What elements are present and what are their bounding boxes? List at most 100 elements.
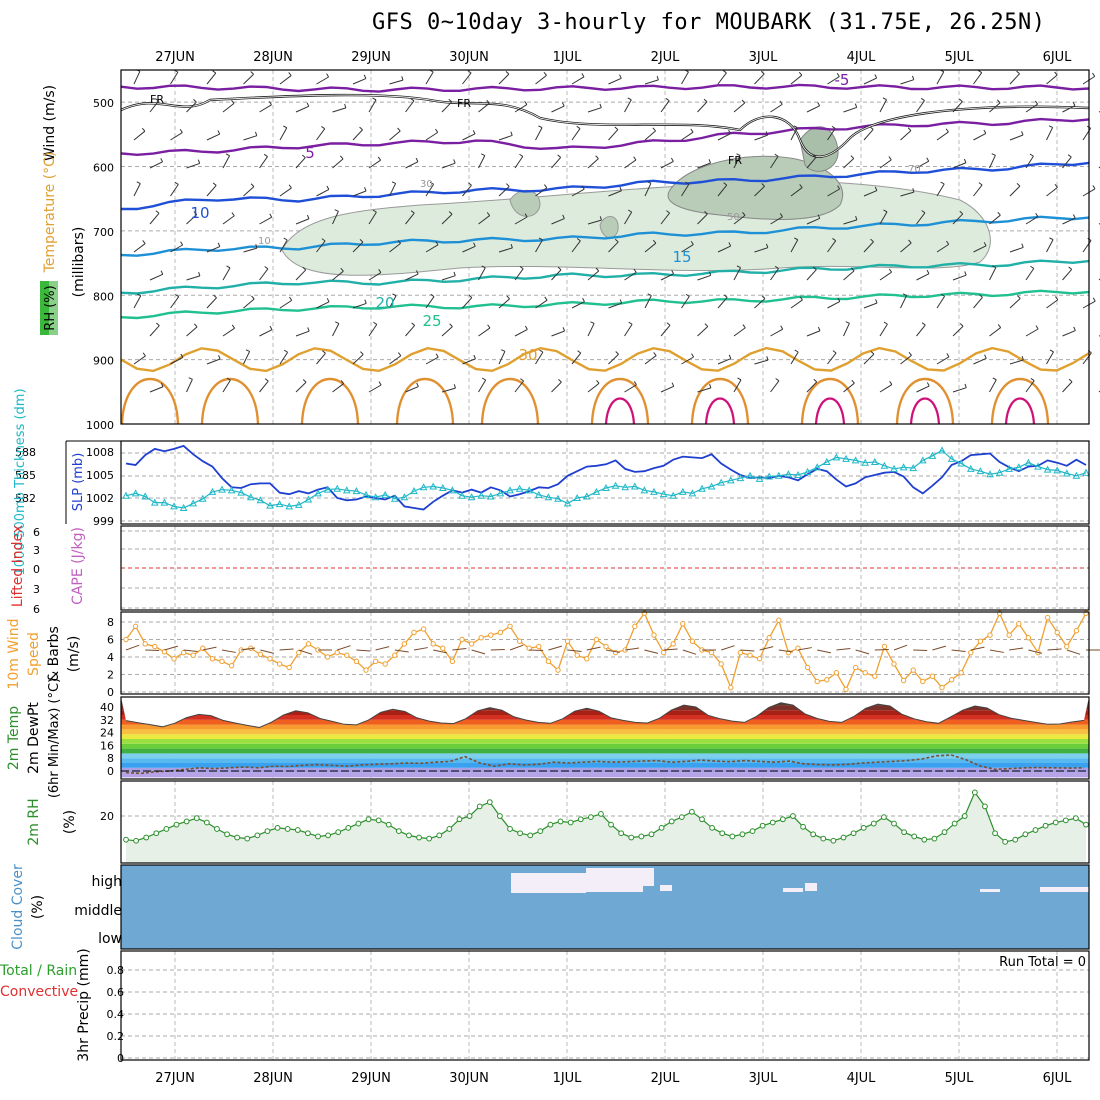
wind-barb-flag: [377, 156, 382, 161]
wind-barb-flag: [519, 153, 524, 157]
wind-barb: [149, 161, 163, 169]
wind-barb: [770, 328, 783, 337]
wind-barb-flag: [486, 212, 491, 216]
wind-speed-point: [411, 629, 417, 636]
wind-barb-flag: [619, 299, 623, 304]
wind-barb: [952, 162, 967, 169]
wind-barb-flag: [430, 293, 435, 297]
wind-speed-point: [430, 641, 436, 647]
wind-barb: [697, 101, 708, 113]
wind-barb: [608, 129, 619, 141]
wind-barb: [186, 162, 200, 169]
wind-speed-point: [632, 623, 638, 630]
temp-color-band: [121, 763, 1089, 768]
wind-barb-10m: [125, 644, 140, 651]
wind-barb: [206, 246, 221, 253]
precip-tick: 0.8: [107, 964, 125, 977]
wind-barb-flag: [453, 159, 456, 164]
wind-barb: [149, 273, 163, 281]
wind-speed-point: [440, 645, 446, 651]
wind-barb-flag: [174, 181, 179, 185]
wind-barb-flag: [926, 382, 930, 387]
thickness-point: [842, 454, 850, 462]
rh-point: [1002, 838, 1009, 845]
pressure-tick: 800: [93, 290, 114, 303]
rh-point: [1012, 836, 1019, 843]
rh-tick: 20: [100, 810, 114, 823]
rh-point: [638, 833, 645, 840]
wind-barb: [754, 73, 765, 85]
wind-barb: [498, 298, 510, 309]
thickness-tick: 582: [15, 492, 36, 505]
rh-point: [951, 820, 958, 827]
wind-speed-point: [987, 632, 993, 638]
rh-point: [1022, 831, 1029, 838]
wind-barb: [368, 211, 377, 225]
wind-barb-flag: [372, 97, 377, 101]
wind-barb-flag: [946, 240, 950, 245]
wind-speed-point: [593, 636, 600, 643]
wind-barb-flag: [188, 377, 193, 380]
thickness-point: [237, 488, 246, 496]
wind-barb-10m: [298, 649, 313, 655]
wind-barb: [1046, 74, 1058, 85]
rh-point: [800, 823, 806, 830]
rh-point: [426, 835, 433, 842]
isotherm-line: [120, 289, 1090, 320]
wind-barb-flag: [959, 323, 964, 327]
wind-barb-flag: [1030, 378, 1035, 382]
wind-barb: [790, 127, 798, 141]
temp-color-band: [121, 772, 1089, 778]
rh-contour-label: 30: [420, 179, 433, 190]
wind-barb-flag: [302, 379, 307, 383]
wind-tick: 4: [107, 651, 114, 664]
wind-barb: [900, 295, 908, 309]
wind-barb-10m: [1047, 648, 1062, 651]
rh-point: [961, 813, 968, 819]
wind-barb-10m: [644, 649, 659, 654]
wind-barb: [389, 183, 397, 197]
wind-barb-flag: [779, 100, 783, 105]
wind-barb: [1025, 328, 1039, 337]
thickness-point: [630, 482, 639, 490]
wind-barb-flag: [940, 181, 945, 185]
temp-mask: [121, 697, 1089, 728]
wind-barb-flag: [250, 71, 254, 75]
wind-barb: [352, 354, 364, 365]
wind-barb: [697, 162, 711, 169]
cloud-high-bar: [1040, 887, 1089, 892]
thickness-point: [659, 490, 668, 498]
ylabel-minmax: (6hr Min/Max) (°C): [47, 678, 62, 798]
ylabel-slp: SLP (mb): [71, 453, 86, 512]
wind-barb-flag: [704, 323, 709, 327]
wind-speed-point: [420, 626, 427, 632]
rh-point: [456, 816, 463, 823]
wind-barb: [259, 156, 268, 169]
thickness-point: [851, 456, 860, 464]
rh-point: [1062, 817, 1069, 824]
wind-barb-flag: [562, 214, 565, 219]
wind-barb-flag: [524, 100, 528, 105]
wind-barb: [405, 161, 419, 169]
wind-speed-point: [459, 636, 465, 643]
wind-barb: [863, 190, 878, 197]
wind-speed-point: [1073, 628, 1080, 634]
thickness-point: [410, 487, 418, 495]
rh-point: [183, 818, 190, 825]
wind-barb: [936, 295, 946, 309]
wind-tick: 6: [107, 634, 114, 647]
thickness-point: [333, 484, 342, 492]
rh-point: [193, 815, 200, 822]
wind-speed-point: [766, 635, 772, 641]
thickness-point: [294, 500, 303, 508]
wind-barb-flag: [415, 157, 419, 162]
wind-barb: [754, 247, 768, 253]
wind-barb: [587, 219, 602, 225]
wind-barb: [243, 186, 255, 197]
wind-barb: [1082, 240, 1092, 253]
wind-barb-flag: [742, 211, 746, 216]
wind-speed-point: [180, 649, 187, 656]
rh-point: [345, 824, 352, 831]
wind-barb-flag: [415, 270, 419, 275]
wind-barb-flag: [590, 321, 595, 324]
